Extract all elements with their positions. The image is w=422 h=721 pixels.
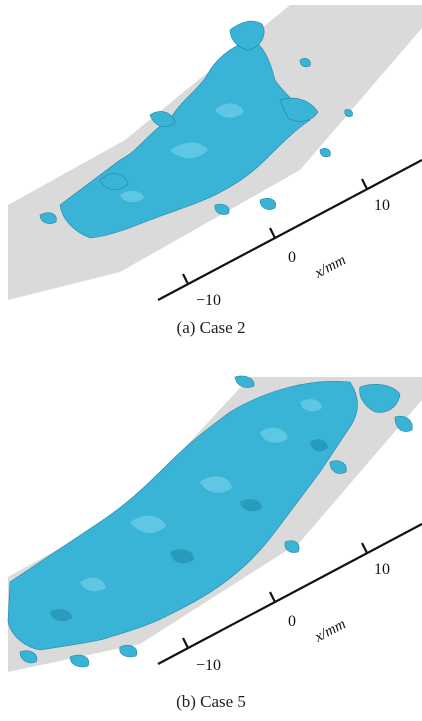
panel-a-render: −10 0 10 x/mm: [8, 5, 422, 309]
caption-a: (a) Case 2: [176, 318, 246, 337]
x-tick-minus10: [182, 637, 189, 649]
isosurface-highlights: [120, 103, 244, 203]
tick-label-0: 0: [288, 249, 296, 266]
x-tick-minus10: [182, 273, 189, 285]
x-axis: [157, 523, 422, 665]
isosurface-shadows: [50, 439, 328, 622]
x-axis: [157, 159, 422, 301]
tick-label-minus10: −10: [196, 657, 221, 674]
tick-label-0: 0: [288, 613, 296, 630]
x-tick-0: [269, 227, 276, 239]
axis-unit-label: x/mm: [311, 252, 348, 282]
tick-label-minus10: −10: [196, 292, 221, 309]
x-axis-line: [157, 159, 422, 301]
x-tick-10: [361, 542, 368, 554]
isosurface-structures: [39, 20, 353, 239]
axis-unit-label: x/mm: [311, 616, 348, 646]
x-axis-line: [157, 523, 422, 665]
x-tick-0: [269, 591, 276, 603]
caption-b: (b) Case 5: [176, 692, 246, 711]
x-tick-10: [361, 178, 368, 190]
panel-b-render: −10 0 10 x/mm: [7, 375, 422, 674]
isosurface-structures: [7, 375, 413, 668]
tick-label-10: 10: [374, 197, 390, 214]
panel-b: −10 0 10 x/mm: [0, 372, 422, 677]
tick-label-10: 10: [374, 561, 390, 578]
isosurface-highlights: [80, 399, 322, 592]
panel-a: −10 0 10 x/mm: [0, 0, 422, 312]
